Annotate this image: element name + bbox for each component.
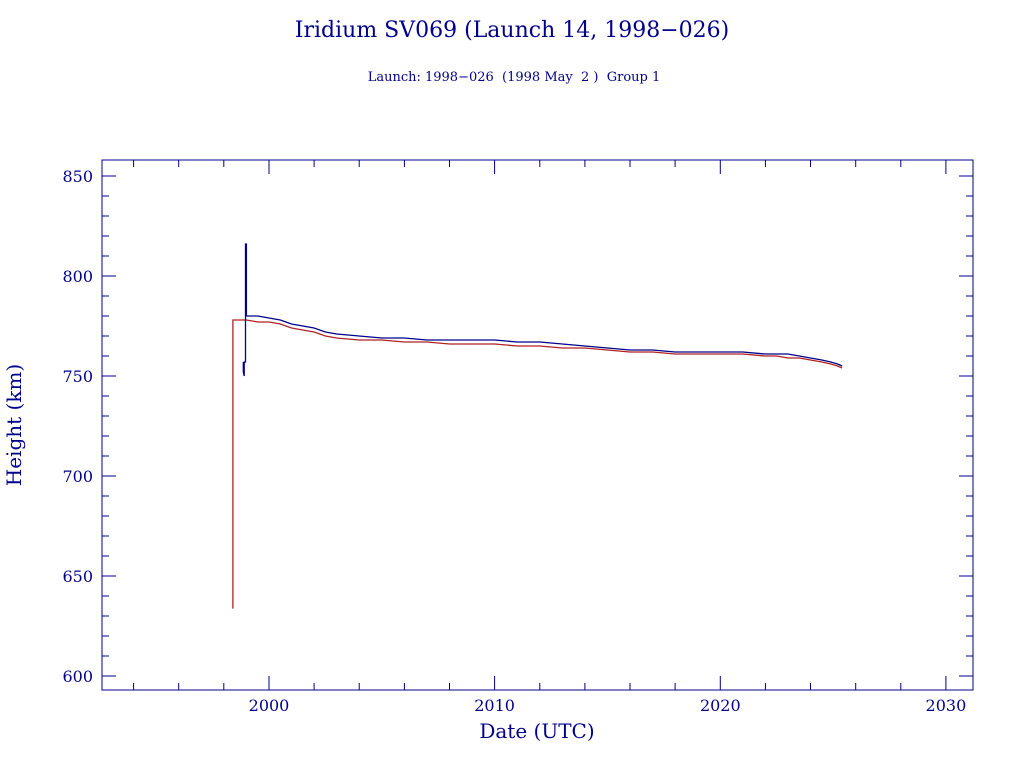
- x-tick-label: 2020: [700, 696, 741, 715]
- y-axis-ticks: [102, 175, 973, 677]
- x-tick-label: 2030: [926, 696, 967, 715]
- x-tick-label: 2000: [249, 696, 290, 715]
- plot-frame: [101, 159, 974, 691]
- x-axis-tick-labels: 2000 2010 2020 2030: [249, 696, 967, 715]
- x-axis-label: Date (UTC): [479, 719, 594, 743]
- y-axis-tick-labels: 600 650 700 750 800 850: [62, 167, 93, 686]
- chart-subtitle: Launch: 1998−026 (1998 May 2 ) Group 1: [368, 70, 661, 85]
- y-tick-label: 850: [62, 167, 93, 186]
- y-tick-label: 700: [62, 467, 93, 486]
- series-line: [242, 243, 843, 377]
- y-tick-label: 600: [62, 667, 93, 686]
- series-line: [232, 319, 843, 609]
- y-tick-label: 750: [62, 367, 93, 386]
- chart-title: Iridium SV069 (Launch 14, 1998−026): [295, 18, 729, 43]
- x-axis-ticks: [133, 160, 947, 690]
- series-layer: [232, 243, 843, 609]
- y-tick-label: 800: [62, 267, 93, 286]
- y-axis-label: Height (km): [2, 364, 26, 486]
- x-tick-label: 2010: [474, 696, 515, 715]
- y-tick-label: 650: [62, 567, 93, 586]
